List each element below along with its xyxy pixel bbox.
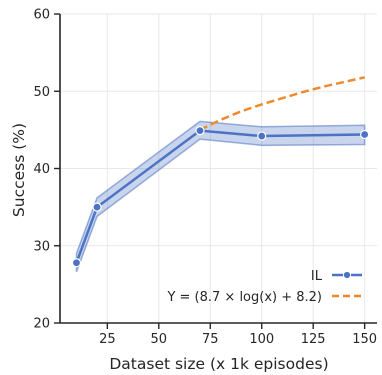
legend-label-il: IL [311, 269, 323, 284]
confidence-band [75, 120, 366, 273]
y-tick-label: 40 [33, 162, 50, 177]
series-lines [75, 76, 365, 264]
il-point [257, 131, 267, 141]
il-confidence-band [75, 120, 366, 273]
y-tick-label: 50 [33, 85, 50, 100]
x-tick-label: 125 [301, 332, 326, 347]
y-axis-title: Success (%) [10, 123, 28, 217]
y-tick-label: 20 [33, 317, 50, 332]
x-ticks: 25 50 75 100 125 150 [99, 323, 377, 347]
y-tick-label: 30 [33, 239, 50, 254]
il-point [71, 258, 82, 268]
x-tick-label: 100 [249, 332, 274, 347]
x-axis-title: Dataset size (x 1k episodes) [109, 355, 328, 373]
series-markers [71, 126, 370, 268]
y-ticks: 20 30 40 50 60 [33, 8, 60, 332]
y-tick-label: 60 [33, 8, 50, 23]
x-tick-label: 50 [151, 332, 168, 347]
legend-label-fit: Y = (8.7 × log(x) + 8.2) [166, 290, 322, 305]
grid [60, 13, 377, 324]
legend-swatch-il-marker [342, 270, 352, 280]
legend: IL Y = (8.7 × log(x) + 8.2) [166, 269, 362, 305]
x-tick-label: 25 [99, 332, 116, 347]
x-tick-label: 75 [202, 332, 219, 347]
il-point [360, 129, 370, 140]
il-point [195, 126, 205, 136]
fit-line [199, 76, 365, 131]
x-tick-label: 150 [352, 332, 377, 347]
il-point [92, 202, 102, 212]
